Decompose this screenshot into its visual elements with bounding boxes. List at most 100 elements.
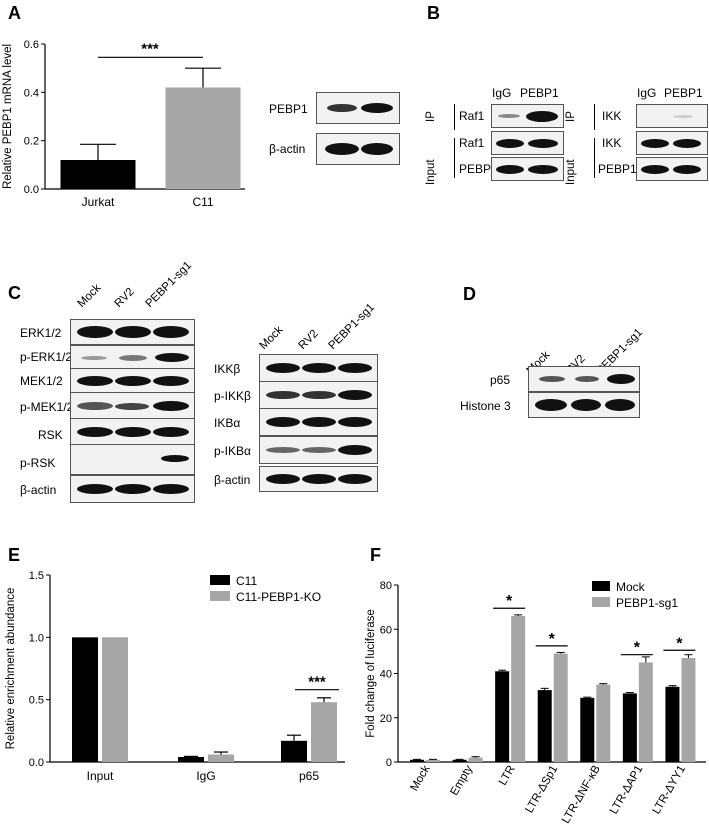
panel-letter-f: F — [370, 545, 381, 565]
a-y-axis-label: Relative PEBP1 mRNA level — [2, 44, 14, 189]
panel-letter-c: C — [8, 283, 21, 303]
f-y-axis-label: Fold change of luciferase — [365, 609, 377, 738]
panel-letter-d: D — [463, 284, 476, 304]
f-sig-label: * — [549, 631, 556, 648]
c-right-row-2: IKBα — [214, 416, 241, 430]
b-right-row-2: PEBP1 — [598, 162, 637, 176]
f-sig-label: * — [506, 593, 513, 610]
e-bar-input-1 — [102, 637, 128, 762]
b-left-ip-bracket — [454, 104, 455, 130]
e-bar-igg-1 — [208, 754, 234, 762]
blot-d-p65 — [528, 366, 640, 392]
f-x-tick-label: Empty — [448, 763, 475, 797]
f-bar-2-1 — [511, 615, 526, 762]
c-left-row-6: β-actin — [20, 483, 57, 497]
e-legend-swatch-0 — [210, 575, 230, 585]
f-y-tick-label: 20 — [380, 713, 392, 725]
f-legend-swatch-0 — [592, 581, 610, 591]
c-left-lane-pebp1-sg1: PEBP1-sg1 — [143, 259, 195, 310]
c-left-row-1: p-ERK1/2 — [20, 350, 73, 364]
blot-c-p-ikkb — [259, 381, 378, 409]
c-left-row-3: p-MEK1/2 — [20, 400, 74, 414]
b-right-input-label: Input — [565, 159, 577, 185]
b-left-input-label: Input — [425, 159, 437, 185]
b-right-lane-igg: IgG — [637, 86, 657, 100]
b-left-row-2: PEBP1 — [459, 162, 498, 176]
b-left-row-0: Raf1 — [459, 109, 485, 123]
b-left-lane-igg: IgG — [492, 86, 512, 100]
f-x-tick-label: LTR-ΔAP1 — [608, 764, 645, 817]
blot-a-actin — [316, 133, 400, 165]
c-right-row-1: p-IKKβ — [214, 389, 251, 403]
f-bar-5-1 — [638, 662, 653, 762]
blot-c-p-mek — [70, 392, 195, 420]
e-y-tick-label: 0.5 — [29, 695, 44, 707]
blot-b-ip-ikk — [636, 104, 708, 128]
f-bar-4-1 — [596, 684, 611, 762]
a-y-tick-label: 0.6 — [24, 39, 39, 51]
f-legend-label-1: PEBP1-sg1 — [616, 596, 678, 610]
c-right-row-3: p-IKBα — [214, 444, 251, 458]
b-left-ip-label: IP — [425, 111, 437, 122]
c-right-lane-mock: Mock — [257, 324, 286, 352]
a-x-tick-label: C11 — [192, 195, 213, 209]
f-bar-6-1 — [681, 658, 696, 762]
f-bar-1-1 — [468, 757, 483, 762]
c-left-row-0: ERK1/2 — [20, 326, 62, 340]
f-bar-1-0 — [452, 759, 467, 762]
d-row-histone: Histone 3 — [460, 399, 511, 413]
e-legend-label-1: C11-PEBP1-KO — [236, 590, 321, 604]
blot-c-rsk — [70, 418, 195, 446]
e-x-tick-label: IgG — [196, 769, 215, 783]
f-bar-5-0 — [622, 693, 637, 762]
e-legend-label-0: C11 — [236, 574, 257, 588]
a-y-tick-label: 0.0 — [24, 184, 39, 196]
e-y-tick-label: 1.0 — [29, 632, 44, 644]
blot-label-pebp1: PEBP1 — [269, 102, 308, 116]
a-x-tick-label: Jurkat — [82, 195, 115, 209]
c-right-lane-rv2: RV2 — [296, 327, 321, 352]
f-y-tick-label: 40 — [380, 669, 392, 681]
a-bar-c11 — [165, 87, 241, 189]
b-right-lane-pebp1: PEBP1 — [664, 86, 703, 100]
f-x-tick-label: LTR — [497, 764, 518, 788]
blot-b-input-raf1 — [491, 131, 564, 155]
e-x-tick-label: Input — [87, 769, 114, 783]
c-left-row-2: MEK1/2 — [20, 374, 63, 388]
b-left-lane-pebp1: PEBP1 — [520, 86, 559, 100]
c-right-row-0: IKKβ — [214, 362, 241, 376]
a-sig-label: *** — [141, 40, 159, 57]
b-right-ip-bracket — [594, 104, 595, 130]
f-x-tick-label: Mock — [408, 763, 432, 793]
e-x-tick-label: p65 — [299, 769, 319, 783]
e-legend-swatch-1 — [210, 591, 230, 601]
b-right-input-bracket — [594, 138, 595, 178]
b-right-row-0: IKK — [602, 109, 622, 123]
f-y-tick-label: 0 — [386, 757, 392, 769]
blot-c-actin — [70, 475, 195, 503]
a-bar-jurkat — [60, 160, 136, 189]
c-left-row-4: RSK — [38, 428, 63, 442]
f-x-tick-label: LTR-ΔYY1 — [651, 764, 688, 817]
e-bar-igg-0 — [178, 757, 204, 762]
e-bar-p65-1 — [311, 702, 337, 762]
c-right-row-4: β-actin — [214, 473, 251, 487]
panel-letter-a: A — [8, 3, 21, 23]
e-y-tick-label: 1.5 — [29, 570, 44, 582]
f-bar-4-0 — [580, 697, 595, 762]
f-legend-label-0: Mock — [616, 580, 646, 594]
e-y-axis-label: Relative enrichment abundance — [5, 588, 17, 750]
d-row-p65: p65 — [490, 373, 511, 387]
f-bar-0-0 — [410, 759, 424, 762]
b-left-input-bracket — [454, 138, 455, 178]
f-legend-swatch-1 — [592, 597, 610, 607]
panel-f-bar-chart: 0 20 40 60 80 Fold change of luciferase Mock Em… — [365, 580, 706, 826]
c-left-lane-mock: Mock — [75, 282, 104, 310]
f-y-tick-label: 60 — [380, 624, 392, 636]
blot-b-input-pebp1-2 — [636, 157, 708, 181]
panel-letter-b: B — [427, 3, 440, 23]
f-y-tick-label: 80 — [380, 580, 392, 592]
e-bar-input-0 — [72, 637, 98, 762]
f-bar-6-0 — [665, 686, 680, 762]
f-sig-label: * — [634, 640, 641, 657]
